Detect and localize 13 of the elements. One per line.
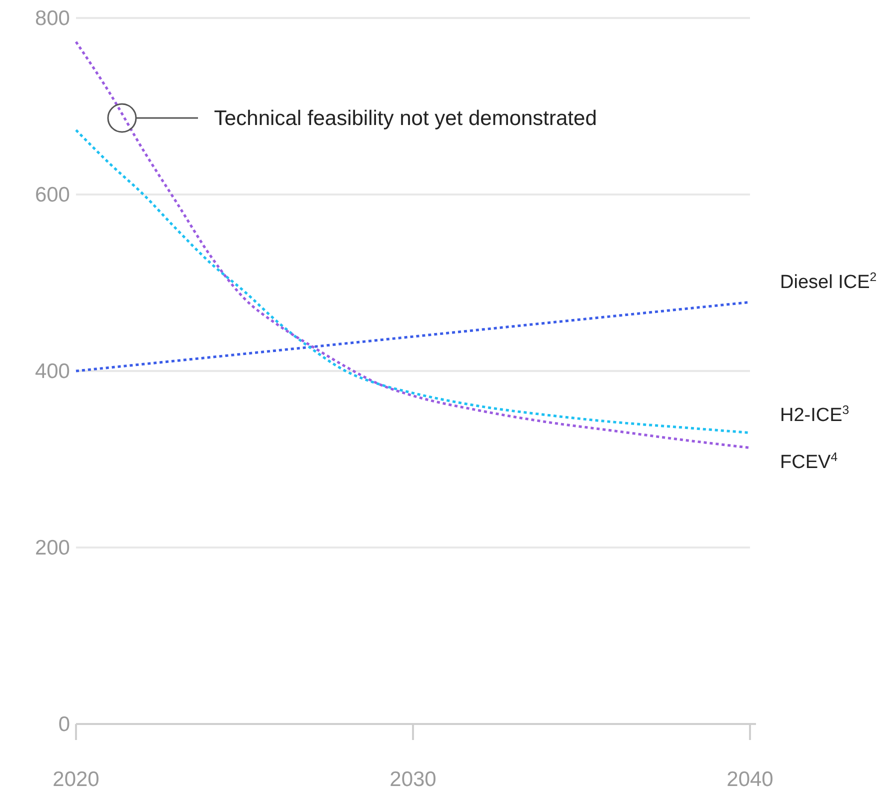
annotation: Technical feasibility not yet demonstrated	[214, 107, 597, 130]
series-label: FCEV$^{4}$	[780, 450, 838, 473]
x-tick-label: 2040	[726, 768, 774, 791]
x-tick-label: 2020	[52, 768, 100, 791]
y-tick-label: 400	[34, 360, 70, 383]
y-tick-label: 600	[34, 184, 70, 206]
y-tick-label: 800	[34, 7, 70, 30]
series-label: H2-ICE$^{3}$	[780, 402, 850, 426]
line-series	[74, 40, 752, 450]
y-tick-label: 200	[34, 536, 70, 560]
x-tick-label: 2030	[390, 768, 436, 791]
y-tick-label: 0	[58, 713, 70, 736]
series-label: Diesel ICE$^{2}$	[780, 270, 877, 294]
